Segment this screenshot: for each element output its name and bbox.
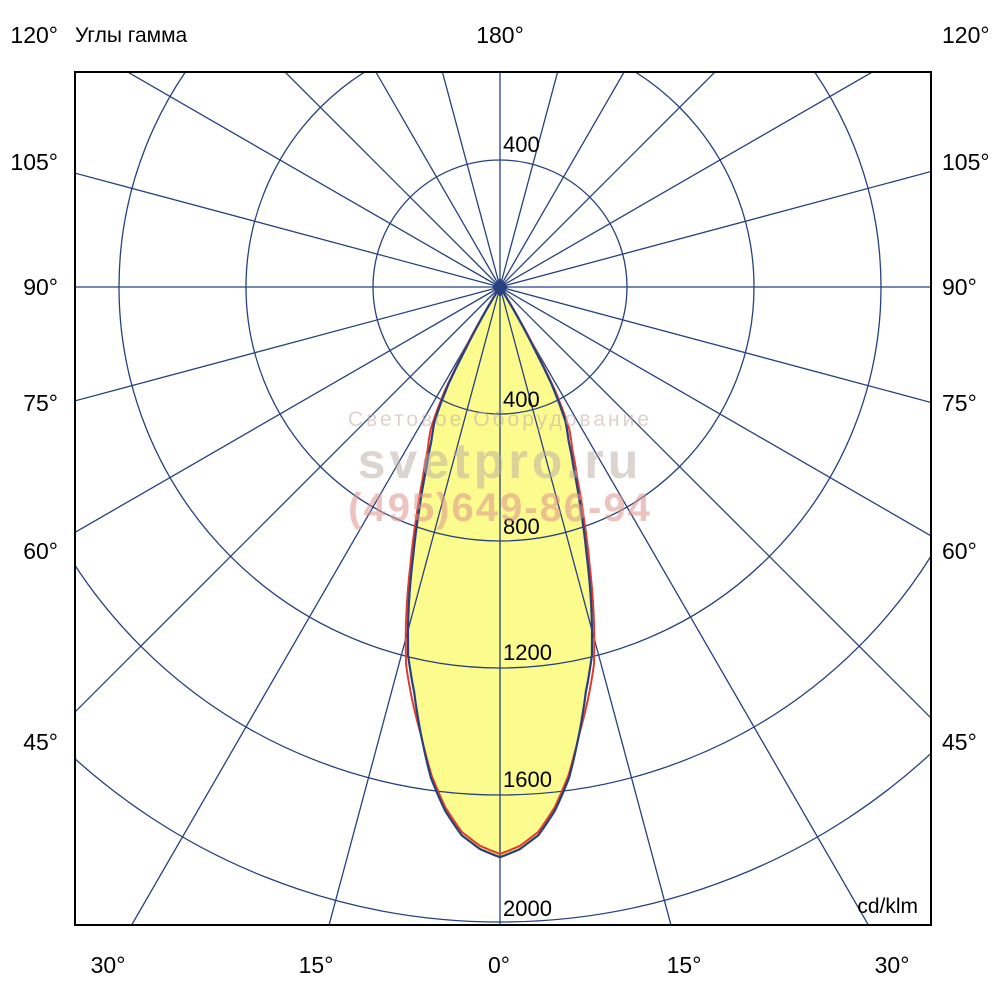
angle-label-right-60°: 60° — [942, 538, 977, 564]
grid-spoke-15 — [499, 286, 672, 925]
ring-value-label-3: 1200 — [503, 640, 552, 665]
angle-label-top-right-120: 120° — [942, 22, 990, 48]
angle-label-left-60°: 60° — [23, 538, 58, 564]
angle-label-bottom-30°: 30° — [91, 952, 126, 978]
beam-lobe-outline-c0 — [406, 284, 594, 859]
angle-label-right-105°: 105° — [942, 149, 990, 175]
grid-spoke-345 — [328, 286, 501, 925]
center-point — [492, 278, 508, 297]
grid-spoke-150 — [499, 72, 625, 288]
grid-spoke-210 — [375, 72, 501, 288]
ring-value-label-4: 1600 — [503, 767, 552, 792]
angle-label-right-90°: 90° — [942, 274, 977, 300]
angle-label-right-45°: 45° — [942, 729, 977, 755]
grid-spoke-30 — [499, 286, 870, 925]
angle-label-left-75°: 75° — [23, 390, 58, 416]
angle-label-bottom-15°: 15° — [667, 952, 702, 978]
grid-spoke-225 — [284, 72, 501, 288]
ring-value-label-0: 400 — [503, 132, 540, 157]
angle-label-left-45°: 45° — [23, 729, 58, 755]
grid-spoke-75 — [499, 286, 931, 404]
ring-value-label-5: 2000 — [503, 896, 552, 921]
angle-label-top-left-120: 120° — [10, 22, 58, 48]
grid-spoke-60 — [499, 286, 931, 537]
unit-label-cdklm: cd/klm — [857, 895, 918, 918]
grid-spoke-285 — [75, 286, 501, 402]
angle-label-right-75°: 75° — [942, 390, 977, 416]
ring-value-label-2: 800 — [503, 514, 540, 539]
grid-spoke-135 — [499, 72, 716, 288]
angle-label-bottom-15°: 15° — [299, 952, 334, 978]
grid-spoke-45 — [499, 286, 931, 719]
grid-spoke-120 — [499, 72, 874, 288]
angle-label-left-105°: 105° — [10, 149, 58, 175]
grid-spoke-300 — [75, 286, 501, 534]
angle-label-bottom-30°: 30° — [875, 952, 910, 978]
plot-box-border — [74, 71, 932, 926]
grid-spoke-255 — [75, 172, 501, 288]
angle-label-top-180: 180° — [476, 22, 524, 48]
beam-curve-c90 — [404, 285, 596, 856]
grid-spoke-165 — [499, 72, 559, 288]
grid-spoke-105 — [499, 170, 931, 288]
grid-spoke-240 — [126, 72, 501, 288]
angle-label-left-90°: 90° — [23, 274, 58, 300]
gamma-axis-title: Углы гамма — [75, 24, 188, 47]
angle-label-bottom-0°: 0° — [488, 952, 510, 978]
ring-value-label-1: 400 — [503, 387, 540, 412]
grid-spoke-195 — [441, 72, 501, 288]
grid-spoke-330 — [130, 286, 501, 925]
